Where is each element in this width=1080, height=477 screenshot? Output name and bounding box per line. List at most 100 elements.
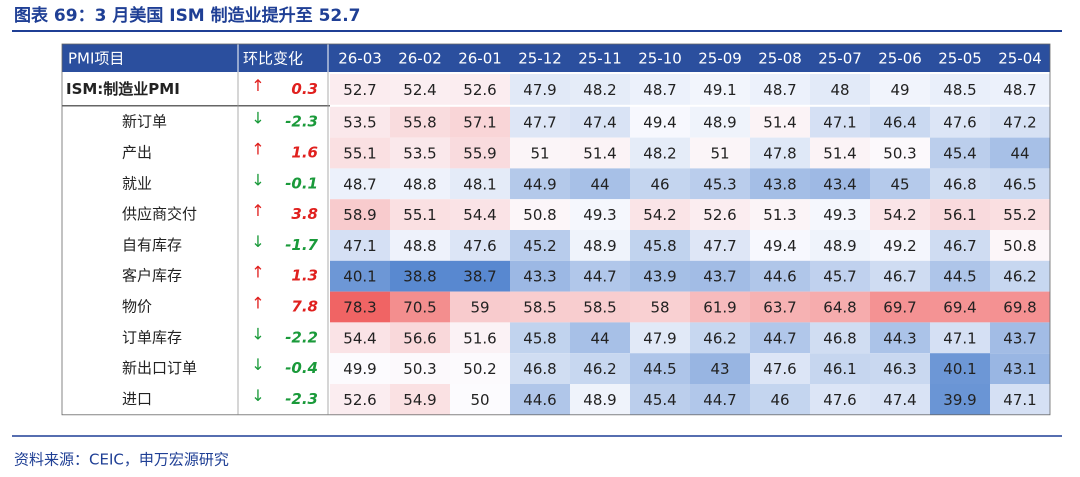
heat-cell <box>930 137 990 169</box>
cell-value: 46.2 <box>583 360 616 378</box>
heat-cell <box>330 384 390 415</box>
cell-value: 43.8 <box>763 175 796 193</box>
cell-value: 69.4 <box>943 299 976 317</box>
heat-cell <box>390 199 450 230</box>
cell-value: 46.7 <box>943 237 976 255</box>
cell-value: 56.6 <box>403 329 436 347</box>
cell-value: 39.9 <box>943 391 976 409</box>
heat-cell <box>990 199 1050 230</box>
column-header: 26-01 <box>458 50 502 68</box>
heat-cell <box>690 199 750 230</box>
heat-cell <box>990 168 1050 200</box>
heat-cell <box>630 74 690 105</box>
heat-cell <box>690 291 750 323</box>
cell-value: 55.9 <box>463 145 496 163</box>
column-header: 25-08 <box>758 50 802 68</box>
heat-cell <box>870 322 930 354</box>
heat-cell <box>990 353 1050 384</box>
heat-cell <box>930 322 990 354</box>
heat-cell <box>630 260 690 292</box>
change-arrow: ↓ <box>251 170 264 189</box>
heat-cell <box>990 322 1050 354</box>
change-value: -0.4 <box>285 359 318 377</box>
heat-cell <box>570 199 630 230</box>
cell-value: 45.7 <box>823 268 856 286</box>
heat-cell <box>450 137 510 169</box>
heat-cell <box>630 384 690 415</box>
heat-cell <box>630 353 690 384</box>
column-header: 25-04 <box>998 50 1042 68</box>
cell-value: 53.5 <box>343 114 376 132</box>
heat-cell <box>630 230 690 261</box>
heat-cell <box>750 199 810 230</box>
cell-value: 48.8 <box>403 175 436 193</box>
cell-value: 47.7 <box>523 114 556 132</box>
change-arrow: ↑ <box>251 294 264 313</box>
heat-cell <box>810 384 870 415</box>
heat-cell <box>750 137 810 169</box>
cell-value: 45.4 <box>643 391 676 409</box>
cell-value: 55.1 <box>343 145 376 163</box>
change-value: 7.8 <box>291 298 318 316</box>
heat-cell <box>630 199 690 230</box>
cell-value: 46 <box>650 175 669 193</box>
cell-value: 54.2 <box>883 206 916 224</box>
heat-cell <box>510 384 570 415</box>
cell-value: 47.4 <box>583 114 616 132</box>
cell-value: 47.2 <box>1003 114 1036 132</box>
heat-cell <box>450 291 510 323</box>
row-label: 订单库存 <box>122 328 182 346</box>
cell-value: 52.4 <box>403 81 436 99</box>
heat-cell <box>330 260 390 292</box>
cell-value: 47.9 <box>523 81 556 99</box>
cell-value: 47.1 <box>1003 391 1036 409</box>
cell-value: 44.6 <box>523 391 556 409</box>
heat-cell <box>930 260 990 292</box>
row-label: 供应商交付 <box>122 205 197 223</box>
heat-cell <box>750 260 810 292</box>
cell-value: 45.8 <box>643 237 676 255</box>
column-header: 环比变化 <box>243 50 303 68</box>
row-label: 进口 <box>122 390 152 408</box>
cell-value: 50.8 <box>1003 237 1036 255</box>
cell-value: 43.3 <box>523 268 556 286</box>
heat-cell <box>750 384 810 415</box>
heat-cell <box>870 291 930 323</box>
row-label: 物价 <box>122 298 152 316</box>
heat-cell <box>510 353 570 384</box>
cell-value: 51.4 <box>583 145 616 163</box>
cell-value: 49.2 <box>883 237 916 255</box>
row-label: 新出口订单 <box>122 359 197 377</box>
heat-cell <box>450 384 510 415</box>
heat-cell <box>870 168 930 200</box>
cell-value: 49.4 <box>643 114 676 132</box>
cell-value: 51 <box>530 145 549 163</box>
change-value: 1.3 <box>291 267 318 285</box>
heat-cell <box>810 230 870 261</box>
heat-cell <box>750 106 810 138</box>
heat-cell <box>450 106 510 138</box>
cell-value: 44.5 <box>643 360 676 378</box>
cell-value: 40.1 <box>343 268 376 286</box>
cell-value: 58 <box>650 299 669 317</box>
cell-value: 48.1 <box>463 175 496 193</box>
heat-cell <box>750 322 810 354</box>
heat-cell <box>450 74 510 105</box>
change-arrow: ↓ <box>251 386 264 405</box>
heat-cell <box>990 230 1050 261</box>
row-label: 产出 <box>122 144 152 162</box>
cell-value: 52.6 <box>703 206 736 224</box>
heat-cell <box>690 74 750 105</box>
cell-value: 43.4 <box>823 175 856 193</box>
heat-cell <box>510 260 570 292</box>
heat-cell <box>510 322 570 354</box>
cell-value: 46.2 <box>1003 268 1036 286</box>
cell-value: 45.3 <box>703 175 736 193</box>
heat-cell <box>810 106 870 138</box>
cell-value: 69.8 <box>1003 299 1036 317</box>
cell-value: 44.5 <box>943 268 976 286</box>
heat-cell <box>390 230 450 261</box>
cell-value: 47.6 <box>763 360 796 378</box>
heat-cell <box>870 74 930 105</box>
cell-value: 55.8 <box>403 114 436 132</box>
